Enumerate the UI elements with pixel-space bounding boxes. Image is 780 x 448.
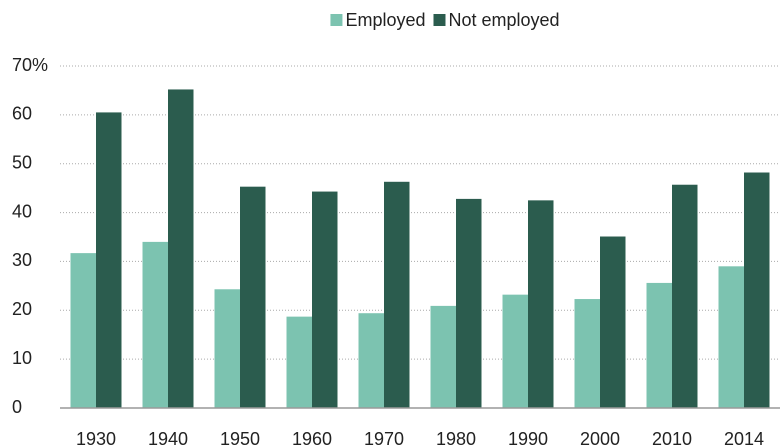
y-tick-label: 40	[12, 201, 32, 221]
bar	[70, 253, 96, 408]
legend-label: Employed	[345, 10, 425, 30]
y-tick-label: 50	[12, 152, 32, 172]
bar	[718, 266, 744, 408]
x-tick-label: 1950	[220, 429, 260, 448]
bar	[142, 241, 168, 408]
x-tick-label: 1940	[148, 429, 188, 448]
y-tick-label: 60	[12, 104, 32, 124]
bar	[672, 184, 698, 408]
x-tick-label: 1970	[364, 429, 404, 448]
y-tick-label: 30	[12, 250, 32, 270]
bar	[312, 191, 338, 408]
legend-label: Not employed	[448, 10, 559, 30]
bar	[744, 172, 770, 408]
legend-swatch	[433, 14, 446, 26]
bar	[600, 236, 626, 408]
x-tick-label: 1930	[76, 429, 116, 448]
x-tick-label: 2014	[724, 429, 764, 448]
x-tick-label: 2000	[580, 429, 620, 448]
x-tick-label: 1980	[436, 429, 476, 448]
x-tick-label: 1960	[292, 429, 332, 448]
bar	[528, 200, 554, 408]
bar	[384, 181, 410, 408]
y-tick-label: 0	[12, 397, 22, 417]
bar	[502, 294, 528, 408]
x-tick-label: 2010	[652, 429, 692, 448]
y-tick-label: 70%	[12, 55, 48, 75]
y-tick-label: 10	[12, 348, 32, 368]
bar	[286, 316, 312, 408]
x-tick-label: 1990	[508, 429, 548, 448]
bar	[168, 89, 194, 409]
bar	[358, 313, 384, 408]
bar	[96, 112, 122, 409]
bar	[646, 282, 672, 408]
bar	[574, 299, 600, 408]
bar	[214, 289, 240, 408]
bar	[430, 305, 456, 408]
bar	[456, 198, 482, 408]
legend-swatch	[330, 14, 343, 26]
y-tick-label: 20	[12, 299, 32, 319]
bar	[240, 186, 266, 408]
